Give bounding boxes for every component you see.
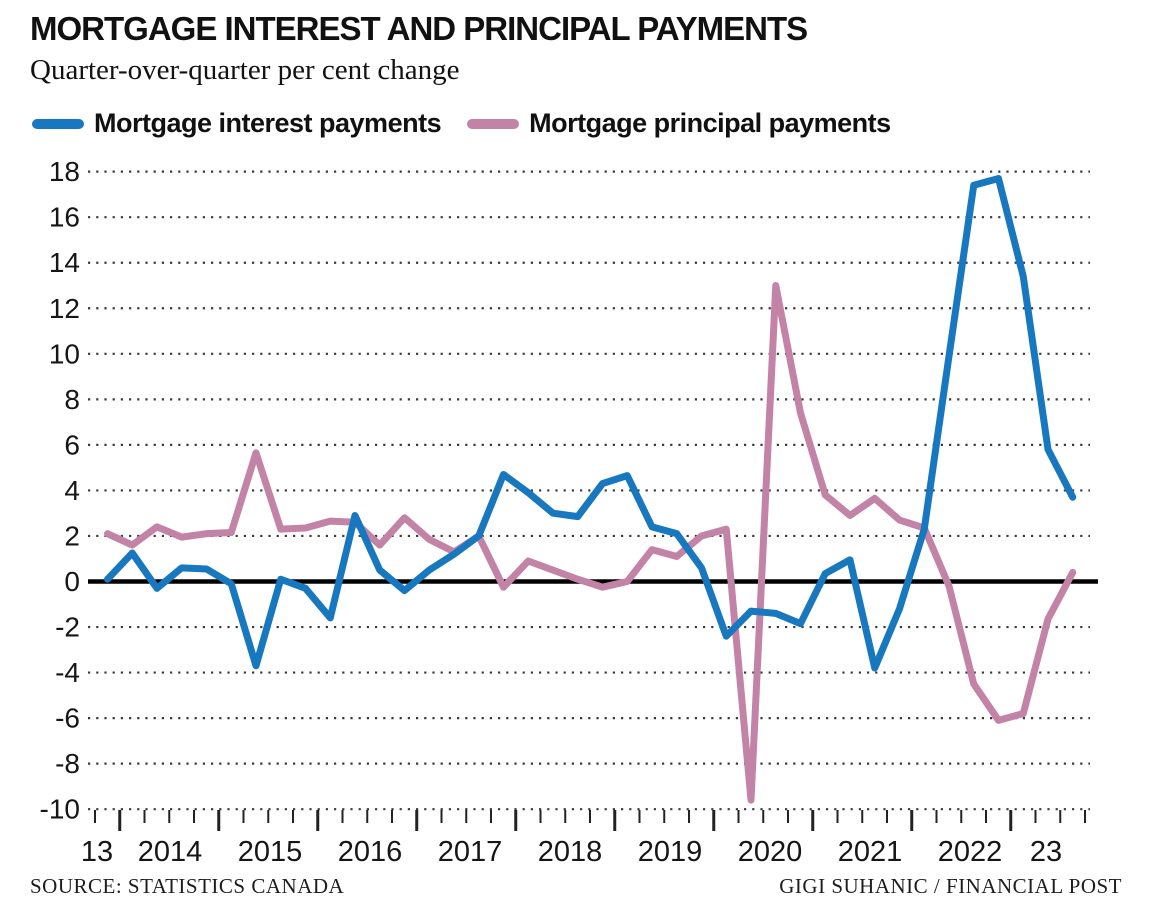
x-year-label: 2014 [138,836,203,868]
interest-line-swatch-icon [32,118,84,129]
y-tick-label: 4 [64,475,80,506]
y-tick-label: 6 [64,429,80,460]
x-year-label: 2021 [838,836,903,868]
y-tick-label: -2 [55,612,80,643]
y-tick-label: 18 [49,156,80,187]
y-tick-label: 0 [64,566,80,597]
y-tick-label: -6 [55,703,80,734]
chart-legend: Mortgage interest payments Mortgage prin… [32,108,891,139]
y-tick-label: 10 [49,338,80,369]
y-tick-label: 12 [49,293,80,324]
x-year-label: 2019 [638,836,703,868]
series-line-interest [104,174,1077,672]
principal-line-swatch-icon [467,118,520,129]
x-year-label: 2020 [738,836,803,868]
x-year-label: 2016 [338,836,403,868]
credit-text: GIGI SUHANIC / FINANCIAL POST [779,874,1122,898]
x-year-label: 23 [1030,836,1062,868]
chart-header: MORTGAGE INTEREST AND PRINCIPAL PAYMENTS… [30,10,1130,87]
x-year-label: 2022 [938,836,1003,868]
y-tick-label: -10 [40,794,80,825]
y-tick-label: -4 [55,657,80,688]
legend-label-interest: Mortgage interest payments [94,108,442,138]
legend-label-principal: Mortgage principal payments [529,108,891,138]
x-year-label: 2018 [538,836,603,868]
x-year-label: 2015 [238,836,303,868]
chart-title: MORTGAGE INTEREST AND PRINCIPAL PAYMENTS [30,10,808,47]
legend-item-interest: Mortgage interest payments [32,108,442,139]
y-tick-label: 8 [64,384,80,415]
legend-item-principal: Mortgage principal payments [467,108,891,139]
x-year-label: 13 [81,836,113,868]
y-tick-label: 16 [49,202,80,233]
y-tick-label: 2 [64,520,80,551]
y-tick-label: -8 [55,748,80,779]
y-tick-label: 14 [49,247,80,278]
series-line-principal [104,281,1077,804]
x-year-label: 2017 [438,836,503,868]
chart-subtitle: Quarter-over-quarter per cent change [30,54,460,86]
chart-footer: SOURCE: STATISTICS CANADA GIGI SUHANIC /… [30,874,1122,899]
source-text: SOURCE: STATISTICS CANADA [30,874,345,898]
